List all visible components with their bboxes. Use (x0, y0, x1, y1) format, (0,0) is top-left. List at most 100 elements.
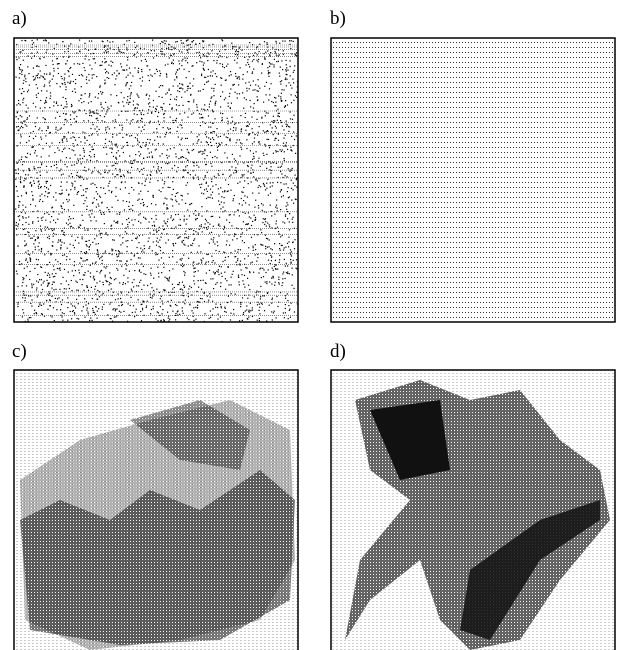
dot (49, 74, 50, 75)
dot (61, 76, 62, 77)
dot (173, 219, 174, 220)
dot (90, 128, 91, 129)
dot (139, 282, 140, 283)
dot (241, 131, 242, 132)
dot (17, 112, 18, 113)
dot (123, 152, 124, 153)
dot (150, 283, 151, 284)
dot (289, 229, 290, 230)
dot (252, 73, 253, 74)
dot (113, 156, 114, 157)
dot (221, 266, 222, 267)
dot (127, 240, 128, 241)
dot (38, 259, 39, 260)
dot (128, 218, 129, 219)
dot (171, 109, 172, 110)
dot (53, 276, 54, 277)
dot (98, 308, 99, 309)
dot (204, 150, 205, 151)
dot (35, 126, 36, 127)
dot (187, 86, 188, 87)
dot (173, 47, 174, 48)
dot (222, 91, 223, 92)
dot (126, 102, 127, 103)
dot (47, 126, 48, 127)
dot (96, 244, 97, 245)
dot (202, 151, 203, 152)
dot (99, 230, 100, 231)
dot (182, 242, 183, 243)
dot (25, 207, 26, 208)
panel-label: a) (12, 8, 27, 29)
dot (62, 299, 63, 300)
dot (19, 89, 20, 90)
dot (51, 166, 52, 167)
dot (148, 98, 149, 99)
dot (184, 57, 185, 58)
dot (293, 82, 294, 83)
dot (145, 274, 146, 275)
dot (30, 154, 31, 155)
dot (101, 107, 102, 108)
dot (110, 94, 111, 95)
dot (198, 263, 199, 264)
dot (23, 279, 24, 280)
dot (79, 75, 80, 76)
dot (281, 166, 282, 167)
dot (126, 251, 127, 252)
dot (199, 151, 200, 152)
dot (274, 59, 275, 60)
dot (213, 131, 214, 132)
dot (189, 304, 190, 305)
dot (36, 94, 37, 95)
dot (62, 316, 63, 317)
dot (140, 146, 141, 147)
dot (168, 129, 169, 130)
dot (179, 105, 180, 106)
dot (122, 223, 123, 224)
dot (54, 276, 55, 277)
dot (204, 293, 205, 294)
dot (201, 224, 202, 225)
dot (106, 266, 107, 267)
dot (62, 41, 63, 42)
dot (133, 224, 134, 225)
dot (286, 146, 287, 147)
dot (157, 238, 158, 239)
dot (284, 151, 285, 152)
dot (224, 190, 225, 191)
dot (224, 272, 225, 273)
dot (94, 217, 95, 218)
dot (290, 249, 291, 250)
dot (249, 289, 250, 290)
dot (252, 61, 253, 62)
dot (227, 191, 228, 192)
dot (84, 142, 85, 143)
dot (230, 174, 231, 175)
dot (219, 251, 220, 252)
dot (134, 254, 135, 255)
dot (222, 40, 223, 41)
dot (140, 191, 141, 192)
dot (285, 278, 286, 279)
dot (102, 309, 103, 310)
dot (231, 166, 232, 167)
dot (141, 60, 142, 61)
dot (125, 187, 126, 188)
dot (39, 77, 40, 78)
dot (272, 47, 273, 48)
dot (73, 205, 74, 206)
dot (282, 273, 283, 274)
dot (290, 259, 291, 260)
dot (109, 148, 110, 149)
dot (175, 200, 176, 201)
dot (72, 305, 73, 306)
dot (193, 280, 194, 281)
dot (244, 287, 245, 288)
dot (183, 157, 184, 158)
dot (147, 148, 148, 149)
dot (214, 118, 215, 119)
dot (92, 149, 93, 150)
dot (72, 91, 73, 92)
dot (285, 105, 286, 106)
